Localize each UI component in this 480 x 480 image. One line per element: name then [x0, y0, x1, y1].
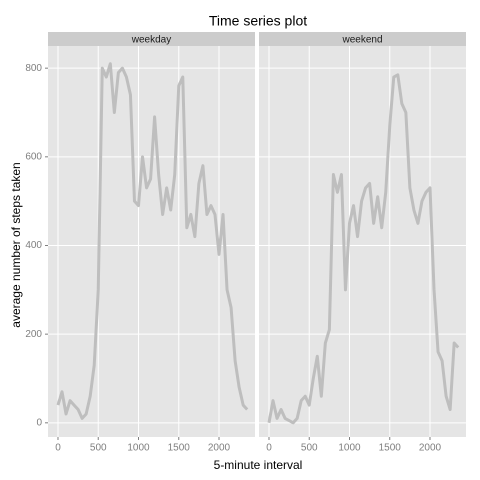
- y-tick-label: 600: [25, 151, 42, 162]
- series-line: [56, 62, 249, 420]
- x-tick-label: 2000: [208, 443, 231, 454]
- panel-background: [259, 46, 466, 437]
- strip-label: weekday: [131, 35, 171, 46]
- x-tick-label: 1000: [127, 443, 150, 454]
- strip: [259, 32, 466, 46]
- y-tick-label: 800: [25, 63, 42, 74]
- y-axis-title: average number of steps taken: [9, 162, 23, 327]
- strip: [48, 32, 255, 46]
- y-tick-label: 400: [25, 240, 42, 251]
- y-tick-label: 0: [36, 417, 42, 428]
- x-tick-label: 1000: [338, 443, 361, 454]
- chart-title: Time series plot: [209, 13, 307, 29]
- x-tick-label: 1500: [168, 443, 191, 454]
- x-tick-label: 0: [55, 443, 61, 454]
- y-tick-label: 200: [25, 329, 42, 340]
- x-tick-label: 0: [266, 443, 272, 454]
- x-tick-label: 500: [301, 443, 318, 454]
- x-axis-title: 5-minute interval: [214, 458, 303, 472]
- x-tick-label: 2000: [419, 443, 442, 454]
- series-line: [267, 73, 460, 425]
- x-tick-label: 1500: [379, 443, 402, 454]
- strip-label: weekend: [341, 35, 382, 46]
- x-tick-label: 500: [90, 443, 107, 454]
